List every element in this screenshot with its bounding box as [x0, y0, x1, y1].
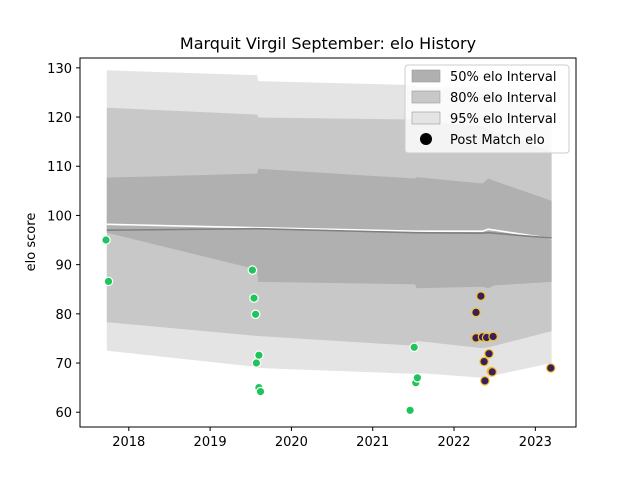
post-match-point [409, 342, 419, 353]
post-match-point [479, 356, 489, 367]
post-match-point [484, 348, 494, 359]
legend-label: 50% elo Interval [450, 70, 557, 85]
legend: 50% elo Interval 80% elo Interval 95% elo … [404, 64, 570, 154]
y-tick-label: 60 [55, 406, 72, 421]
x-tick-label: 2018 [112, 435, 145, 450]
legend-label: 80% elo Interval [450, 91, 557, 106]
y-tick-label: 110 [47, 160, 72, 175]
legend-box [404, 64, 570, 154]
median-elo-line [106, 227, 552, 239]
x-axis: 2018 2019 2020 2021 2022 2023 [112, 427, 552, 450]
elo-lines [106, 223, 552, 240]
x-tick-label: 2022 [437, 435, 470, 450]
post-match-point [471, 307, 481, 318]
post-match-point [405, 405, 415, 416]
x-tick-label: 2023 [519, 435, 552, 450]
post-match-point [480, 375, 490, 386]
post-match-point [255, 386, 266, 397]
chart-title: Marquit Virgil September: elo History [180, 34, 476, 53]
y-tick-label: 120 [47, 111, 72, 126]
y-axis-label: elo score [24, 213, 39, 272]
legend-swatch [411, 90, 441, 104]
legend-label: 95% elo Interval [450, 112, 557, 127]
post-match-point [476, 291, 486, 301]
post-match-point [250, 309, 261, 320]
legend-swatch [411, 111, 441, 125]
y-tick-label: 90 [55, 259, 72, 274]
y-tick-label: 80 [55, 308, 72, 323]
post-match-point [101, 235, 111, 245]
post-match-point [247, 265, 258, 275]
post-match-point [545, 363, 556, 373]
x-tick-label: 2019 [194, 435, 227, 450]
x-tick-label: 2020 [275, 435, 308, 450]
y-tick-label: 70 [55, 357, 72, 372]
x-tick-label: 2021 [356, 435, 389, 450]
y-tick-label: 100 [47, 209, 72, 224]
post-match-point [487, 367, 497, 377]
post-match-point [103, 276, 114, 287]
y-axis: 60 70 80 90 100 110 120 130 [47, 62, 80, 421]
y-tick-label: 130 [47, 62, 72, 77]
post-match-point [249, 293, 259, 303]
legend-label: Post Match elo [450, 133, 545, 148]
plot-frame [79, 57, 577, 428]
post-match-point [254, 350, 264, 360]
mean-elo-line [106, 223, 552, 240]
legend-swatch [411, 69, 441, 83]
post-match-point [251, 358, 262, 368]
post-match-points [101, 235, 556, 416]
post-match-point [488, 331, 498, 342]
post-match-point [412, 372, 423, 383]
legend-marker [420, 133, 432, 145]
